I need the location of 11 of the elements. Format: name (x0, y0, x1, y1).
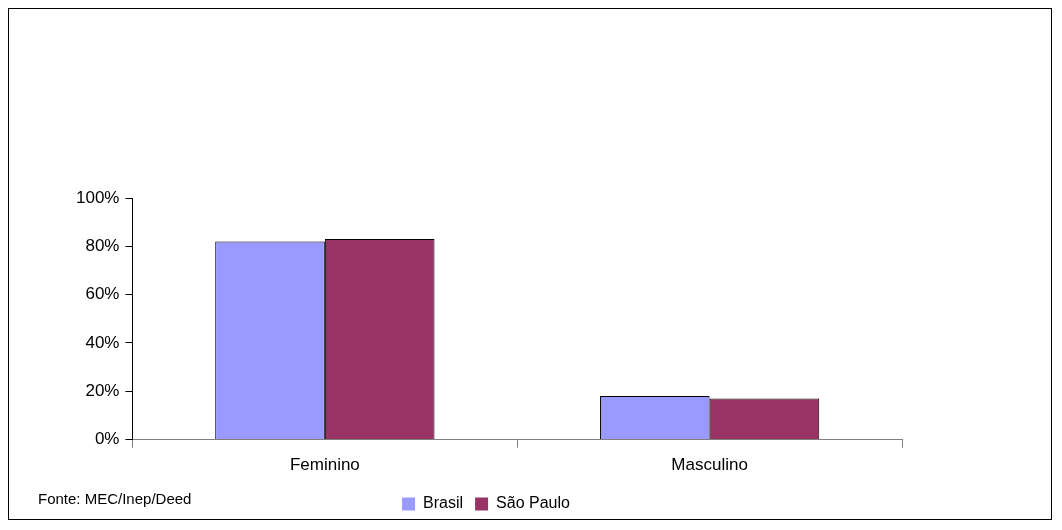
x-tick-label: Feminino (289, 455, 360, 475)
y-tick-label: 100% (76, 187, 120, 207)
source-note: Fonte: MEC/Inep/Deed (38, 490, 192, 508)
x-tick-label: Masculino (671, 455, 748, 475)
y-tick-label: 80% (85, 236, 120, 256)
y-tick-label: 20% (85, 380, 120, 400)
y-tick-label: 60% (85, 284, 120, 304)
legend-label: Brasil (423, 494, 464, 512)
y-tick-label: 0% (94, 429, 120, 449)
y-tick-label: 40% (85, 332, 120, 352)
legend-label: São Paulo (496, 494, 571, 512)
